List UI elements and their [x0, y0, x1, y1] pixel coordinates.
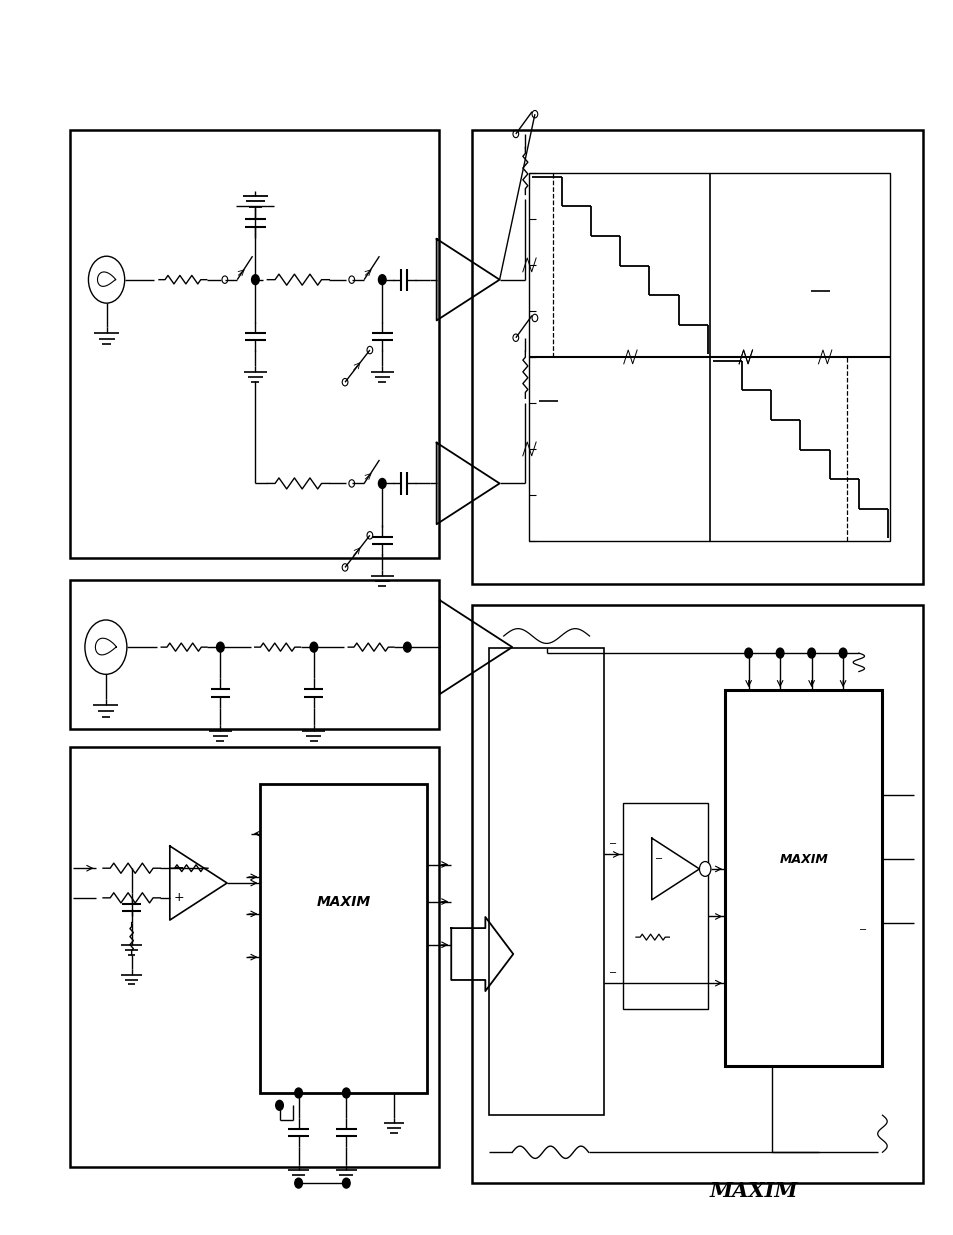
Circle shape — [379, 479, 385, 487]
Circle shape — [744, 648, 752, 658]
Text: −: − — [858, 925, 866, 935]
Circle shape — [403, 642, 411, 652]
Circle shape — [839, 648, 846, 658]
Circle shape — [216, 642, 224, 652]
Circle shape — [349, 275, 355, 283]
Circle shape — [513, 130, 518, 137]
Circle shape — [342, 563, 348, 571]
Text: MAXIM: MAXIM — [779, 852, 827, 866]
Bar — [529, 173, 889, 541]
Circle shape — [342, 1178, 350, 1188]
Circle shape — [85, 620, 127, 674]
Bar — [472, 605, 923, 1183]
Circle shape — [89, 256, 125, 303]
Circle shape — [532, 110, 537, 117]
Bar — [70, 130, 438, 558]
Bar — [472, 130, 923, 584]
Circle shape — [378, 478, 386, 488]
Bar — [70, 580, 438, 729]
Circle shape — [379, 275, 385, 283]
Circle shape — [222, 275, 228, 283]
Circle shape — [342, 378, 348, 385]
Circle shape — [513, 333, 518, 341]
Text: MAXIM: MAXIM — [709, 1181, 797, 1200]
Circle shape — [367, 531, 373, 538]
Circle shape — [310, 642, 317, 652]
Circle shape — [699, 862, 710, 877]
Circle shape — [275, 1100, 283, 1110]
Circle shape — [342, 1088, 350, 1098]
Bar — [70, 747, 438, 1167]
Text: −: − — [608, 968, 617, 978]
Circle shape — [252, 274, 259, 284]
Circle shape — [294, 1088, 302, 1098]
Bar — [260, 784, 427, 1093]
Circle shape — [776, 648, 783, 658]
Text: −: − — [655, 855, 662, 864]
Text: −: − — [608, 839, 617, 850]
Circle shape — [532, 314, 537, 321]
Circle shape — [253, 275, 258, 283]
Circle shape — [378, 274, 386, 284]
Text: −: − — [173, 862, 185, 874]
Text: MAXIM: MAXIM — [316, 894, 371, 909]
Bar — [622, 803, 707, 1009]
Circle shape — [294, 1178, 302, 1188]
Text: +: + — [173, 892, 185, 904]
Bar — [489, 648, 603, 1115]
Circle shape — [349, 479, 355, 487]
Circle shape — [367, 346, 373, 353]
Bar — [724, 690, 882, 1066]
Circle shape — [807, 648, 815, 658]
